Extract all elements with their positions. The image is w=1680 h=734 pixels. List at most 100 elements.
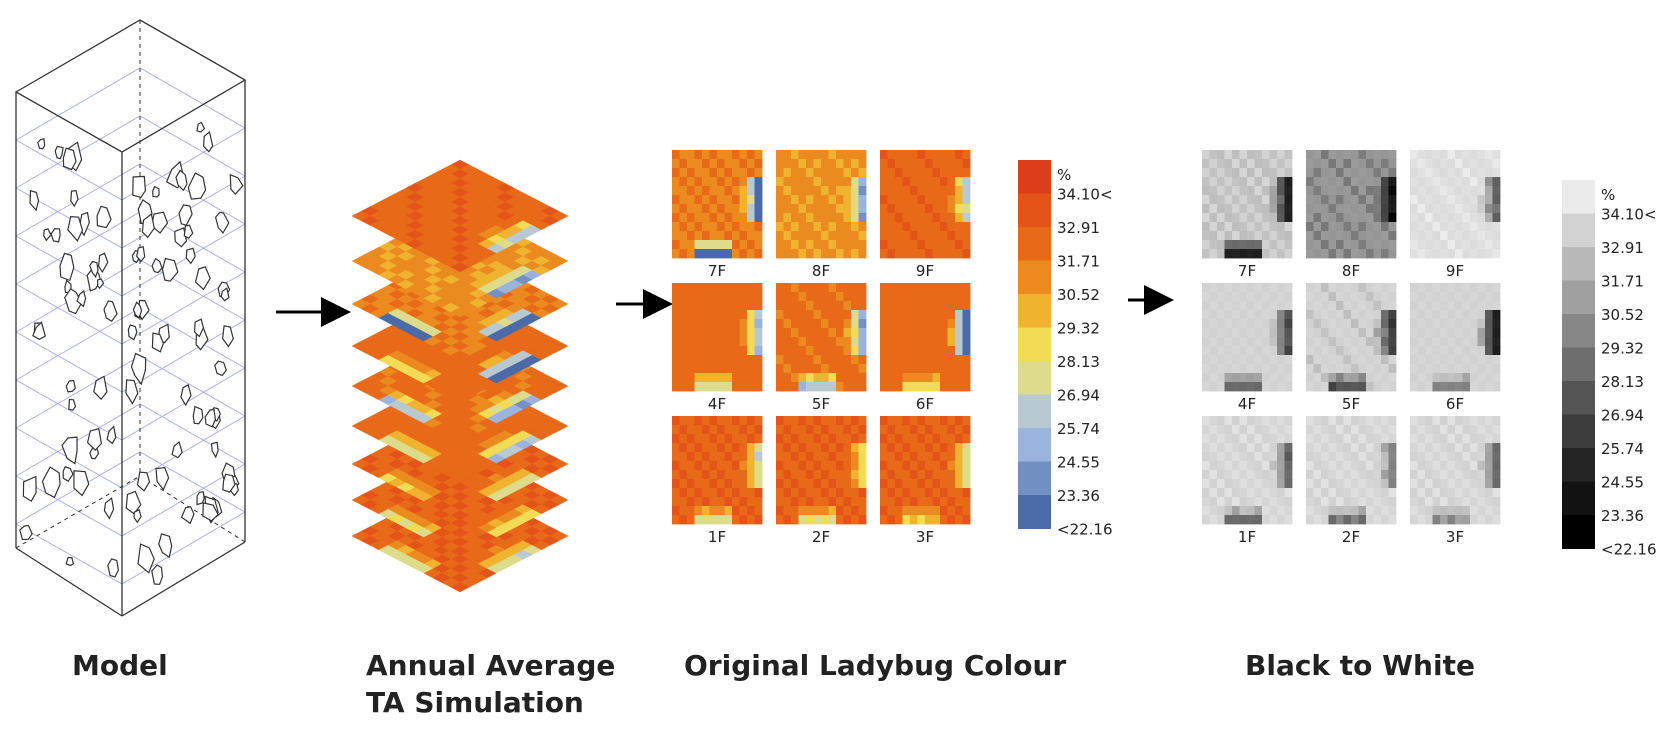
heat-cell [1455,222,1463,232]
heat-cell [724,168,733,178]
heat-cell [732,231,740,241]
heat-cell [917,213,926,223]
heat-cell [1224,328,1233,338]
heat-cell [1239,479,1248,489]
heat-cell [702,461,710,471]
heat-cell [1470,515,1478,525]
heat-cell [1328,373,1337,383]
heat-cell [1321,506,1329,516]
heat-cell [1462,319,1471,329]
heat-cell [1462,292,1471,302]
heat-cell [828,177,837,187]
facade-opening [151,332,165,353]
heat-cell [732,204,740,214]
heat-cell [754,292,763,302]
heat-cell [1366,204,1374,214]
heat-cell [732,177,740,187]
heat-cell [1217,497,1225,507]
heat-cell [828,249,837,259]
heat-cell [947,506,956,516]
heat-cell [895,416,903,426]
heat-cell [925,168,933,178]
heat-cell [1425,310,1433,320]
heat-cell [672,364,680,374]
heat-cell [955,222,963,232]
facade-opening [65,379,76,393]
heat-cell [1224,515,1233,525]
heat-cell [895,346,903,356]
heat-cell [1381,159,1389,169]
heat-cell [1351,416,1359,426]
heat-cell [1269,461,1278,471]
heat-cell [851,515,859,525]
heat-cell [858,337,867,347]
heat-cell [1381,461,1389,471]
heat-cell [947,434,956,444]
heat-cell [940,310,948,320]
heat-cell [687,443,695,453]
heat-cell [1455,249,1463,259]
heat-cell [1477,337,1486,347]
legend-value: 32.91 [1057,219,1100,237]
heat-cell [828,231,837,241]
heat-cell [1388,231,1397,241]
heat-cell [947,497,956,507]
heat-cell [1277,506,1285,516]
heat-cell [739,231,748,241]
heat-cell [925,301,933,311]
heat-cell [843,443,852,453]
heat-cell [679,177,688,187]
heat-cell [1269,204,1278,214]
heat-cell [925,434,933,444]
heat-cell [1209,168,1218,178]
heat-cell [1277,204,1285,214]
heat-cell [1239,382,1248,392]
heat-cell [1492,177,1501,187]
legend-swatch [1562,213,1595,248]
heat-cell [962,364,971,374]
heat-cell [1462,488,1471,498]
heat-cell [925,488,933,498]
heat-cell [925,479,933,489]
heat-cell [955,364,963,374]
heat-cell [843,337,852,347]
heat-cell [1410,506,1418,516]
heat-cell [1232,515,1240,525]
heat-cell [813,319,822,329]
legend-value: <22.16 [1057,521,1113,539]
heat-cell [932,213,941,223]
heat-cell [1343,222,1352,232]
heat-cell [679,328,688,338]
heat-cell [724,425,733,435]
heat-cell [917,382,926,392]
heat-cell [1224,240,1233,250]
heat-cell [1373,177,1382,187]
heat-cell [776,434,784,444]
heat-cell [783,488,792,498]
heat-cell [1425,373,1433,383]
heat-cell [836,425,844,435]
heat-cell [1417,168,1426,178]
heat-cell [828,416,837,426]
heat-cell [1209,337,1218,347]
heat-cell [887,249,896,259]
heat-cell [887,159,896,169]
heat-cell [694,425,703,435]
heat-cell [1313,328,1322,338]
heat-cell [724,497,733,507]
heat-cell [1284,425,1293,435]
heat-cell [836,249,844,259]
heat-cell [858,168,867,178]
floor-map-9f [880,150,971,259]
heat-cell [694,292,703,302]
heat-cell [1358,443,1367,453]
heat-cell [687,461,695,471]
heat-cell [717,355,725,365]
heat-cell [1232,461,1240,471]
heat-cell [932,292,941,302]
heat-cell [925,222,933,232]
facade-opening [64,288,83,315]
heat-cell [1224,186,1233,196]
heat-cell [1485,186,1493,196]
heat-cell [1462,249,1471,259]
